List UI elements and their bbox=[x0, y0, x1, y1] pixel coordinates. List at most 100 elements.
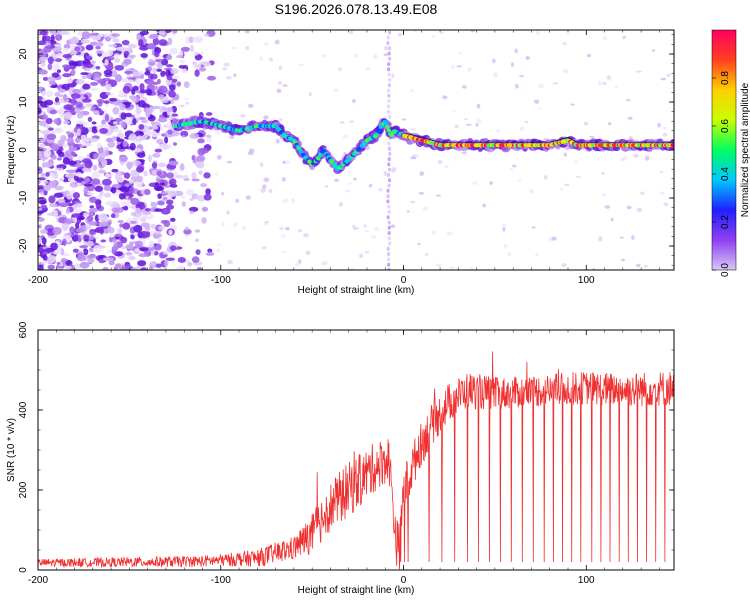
heat-cell bbox=[114, 74, 122, 83]
heat-cell bbox=[452, 110, 457, 113]
heat-cell bbox=[61, 83, 70, 91]
heat-cell bbox=[537, 107, 542, 110]
heat-cell bbox=[268, 188, 273, 194]
heat-cell bbox=[240, 113, 246, 118]
heat-cell bbox=[72, 143, 81, 148]
heat-cell bbox=[49, 203, 58, 208]
heat-cell bbox=[195, 155, 206, 162]
heat-cell bbox=[153, 251, 159, 256]
heat-cell bbox=[516, 179, 522, 182]
heat-cell bbox=[143, 170, 148, 177]
heat-cell bbox=[482, 203, 487, 208]
heat-cell bbox=[54, 92, 61, 97]
heat-cell bbox=[104, 149, 109, 157]
heat-cell bbox=[282, 160, 286, 164]
heat-cell bbox=[111, 33, 120, 37]
heat-cell bbox=[233, 73, 237, 78]
heat-spike-cell bbox=[386, 40, 390, 45]
heat-cell bbox=[55, 58, 62, 63]
heat-cell bbox=[63, 143, 69, 148]
heat-cell bbox=[383, 53, 388, 57]
heat-cell bbox=[563, 152, 568, 157]
heat-cell bbox=[103, 100, 110, 104]
heat-spike-cell bbox=[387, 88, 391, 93]
heat-cell bbox=[189, 36, 194, 43]
heat-cell bbox=[160, 220, 168, 224]
heat-cell bbox=[195, 249, 201, 255]
heat-cell bbox=[149, 33, 159, 39]
heat-cell bbox=[64, 265, 72, 270]
heat-cell bbox=[135, 107, 142, 115]
heat-cell bbox=[40, 172, 46, 178]
heat-cell bbox=[90, 81, 99, 86]
heat-cell bbox=[158, 39, 168, 46]
heat-cell bbox=[182, 134, 186, 138]
heat-cell bbox=[89, 205, 95, 209]
heat-cell bbox=[122, 222, 131, 230]
heat-cell bbox=[177, 257, 186, 263]
heat-cell bbox=[165, 64, 174, 68]
heat-cell bbox=[88, 87, 99, 91]
heat-cell bbox=[167, 129, 173, 135]
heat-cell bbox=[338, 201, 343, 207]
heat-cell bbox=[410, 88, 415, 93]
heat-cell bbox=[70, 151, 76, 156]
heat-cell bbox=[282, 198, 288, 203]
colorbar-tick-label: 0.2 bbox=[720, 215, 731, 229]
heat-cell bbox=[535, 252, 539, 257]
heat-cell bbox=[42, 254, 48, 261]
heat-cell bbox=[531, 226, 536, 229]
heat-cell bbox=[50, 154, 57, 160]
heat-cell bbox=[66, 192, 73, 200]
heat-cell bbox=[657, 122, 662, 128]
heat-cell bbox=[155, 138, 164, 145]
heat-cell bbox=[244, 30, 250, 34]
heat-cell bbox=[83, 186, 88, 195]
heat-cell bbox=[659, 170, 663, 173]
heat-spike-cell bbox=[387, 225, 391, 230]
heat-cell bbox=[160, 207, 171, 215]
heat-cell bbox=[119, 102, 126, 111]
heat-cell bbox=[155, 178, 161, 182]
heat-cell bbox=[651, 49, 656, 52]
heat-cell bbox=[38, 247, 44, 253]
heat-cell bbox=[87, 257, 95, 264]
heat-cell bbox=[48, 127, 54, 131]
heat-cell bbox=[284, 160, 291, 164]
heat-cell bbox=[233, 222, 238, 227]
heat-cell bbox=[80, 181, 86, 185]
heat-cell bbox=[538, 83, 544, 89]
heat-cell bbox=[205, 112, 213, 116]
heat-cell bbox=[75, 120, 85, 125]
heat-cell bbox=[38, 40, 47, 46]
heat-cell bbox=[245, 195, 251, 200]
heat-cell bbox=[57, 88, 66, 93]
heat-cell bbox=[263, 42, 269, 46]
heat-cell bbox=[368, 183, 373, 188]
heat-spike-cell bbox=[386, 262, 391, 267]
heat-cell bbox=[144, 71, 151, 76]
heat-cell bbox=[101, 178, 112, 186]
heat-cell bbox=[98, 213, 108, 222]
heat-cell bbox=[56, 157, 62, 161]
heat-cell bbox=[76, 111, 84, 119]
heat-cell bbox=[122, 101, 132, 105]
heat-cell bbox=[247, 103, 254, 108]
heat-cell bbox=[203, 193, 212, 201]
heat-cell bbox=[137, 100, 146, 108]
x-tick-label: -200 bbox=[28, 575, 48, 586]
heat-cell bbox=[274, 39, 280, 45]
heat-cell bbox=[43, 149, 52, 158]
heat-cell bbox=[90, 35, 101, 41]
heat-cell bbox=[168, 90, 176, 98]
heat-cell bbox=[662, 132, 668, 137]
heat-cell bbox=[62, 64, 71, 69]
heat-cell bbox=[472, 181, 478, 185]
heat-cell bbox=[45, 172, 50, 177]
heat-cell bbox=[191, 154, 196, 161]
heat-cell bbox=[129, 133, 137, 141]
heat-cell bbox=[352, 177, 357, 181]
heat-cell bbox=[154, 233, 163, 238]
heat-cell bbox=[51, 72, 60, 78]
heat-cell bbox=[81, 158, 92, 164]
